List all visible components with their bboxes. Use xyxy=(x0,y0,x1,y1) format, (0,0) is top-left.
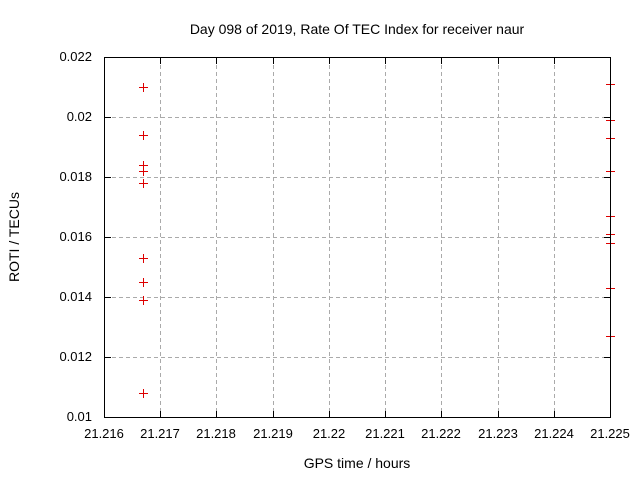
tick-mark xyxy=(105,177,111,178)
tick-mark xyxy=(105,297,111,298)
tick-mark xyxy=(216,411,217,417)
gridline-horizontal xyxy=(105,177,610,178)
x-tick-label: 21.217 xyxy=(140,426,180,441)
tick-mark xyxy=(104,58,105,64)
tick-mark xyxy=(604,357,610,358)
x-tick-label: 21.224 xyxy=(534,426,574,441)
tick-mark xyxy=(105,237,111,238)
data-point-marker xyxy=(143,83,144,92)
tick-mark xyxy=(329,411,330,417)
data-point-marker xyxy=(610,230,611,239)
y-tick-label: 0.016 xyxy=(59,229,92,244)
tick-mark xyxy=(105,417,111,418)
tick-mark xyxy=(441,58,442,64)
tick-mark xyxy=(604,57,610,58)
tick-mark xyxy=(604,117,610,118)
tick-mark xyxy=(604,417,610,418)
tick-mark xyxy=(554,411,555,417)
x-tick-label: 21.223 xyxy=(478,426,518,441)
gridline-horizontal xyxy=(105,357,610,358)
tick-mark xyxy=(604,177,610,178)
tick-mark xyxy=(498,58,499,64)
x-tick-label: 21.216 xyxy=(84,426,124,441)
tick-mark xyxy=(498,411,499,417)
tick-mark xyxy=(105,57,111,58)
gridline-horizontal xyxy=(105,297,610,298)
data-point-marker xyxy=(143,254,144,263)
data-point-marker xyxy=(143,389,144,398)
tick-mark xyxy=(385,411,386,417)
y-tick-label: 0.018 xyxy=(59,169,92,184)
data-point-marker xyxy=(143,161,144,170)
x-tick-label: 21.225 xyxy=(590,426,630,441)
x-tick-label: 21.221 xyxy=(365,426,405,441)
tick-mark xyxy=(105,117,111,118)
x-tick-label: 21.218 xyxy=(196,426,236,441)
tick-mark xyxy=(216,58,217,64)
data-point-marker xyxy=(143,179,144,188)
tick-mark xyxy=(604,297,610,298)
data-point-marker xyxy=(610,239,611,248)
data-point-marker xyxy=(143,296,144,305)
tick-mark xyxy=(273,58,274,64)
data-point-marker xyxy=(610,134,611,143)
tick-mark xyxy=(610,58,611,64)
data-point-marker xyxy=(143,167,144,176)
tick-mark xyxy=(385,58,386,64)
y-tick-label: 0.012 xyxy=(59,349,92,364)
data-point-marker xyxy=(610,332,611,341)
data-point-marker xyxy=(610,284,611,293)
data-point-marker xyxy=(610,116,611,125)
tick-mark xyxy=(554,58,555,64)
y-tick-label: 0.02 xyxy=(66,109,92,124)
x-tick-label: 21.222 xyxy=(421,426,461,441)
tick-mark xyxy=(610,411,611,417)
y-tick-label: 0.01 xyxy=(66,409,92,424)
y-tick-label: 0.022 xyxy=(59,49,92,64)
gridline-horizontal xyxy=(105,117,610,118)
data-point-marker xyxy=(143,278,144,287)
x-tick-label: 21.219 xyxy=(253,426,293,441)
data-point-marker xyxy=(143,131,144,140)
data-point-marker xyxy=(610,80,611,89)
x-axis-label: GPS time / hours xyxy=(303,455,411,471)
tick-mark xyxy=(604,237,610,238)
chart-title: Day 098 of 2019, Rate Of TEC Index for r… xyxy=(189,21,525,37)
tick-mark xyxy=(273,411,274,417)
y-tick-label: 0.014 xyxy=(59,289,92,304)
gridline-horizontal xyxy=(105,237,610,238)
tick-mark xyxy=(160,411,161,417)
tick-mark xyxy=(329,58,330,64)
tick-mark xyxy=(441,411,442,417)
data-point-marker xyxy=(610,167,611,176)
data-point-marker xyxy=(610,212,611,221)
tick-mark xyxy=(160,58,161,64)
tick-mark xyxy=(105,357,111,358)
x-tick-label: 21.22 xyxy=(312,426,346,441)
